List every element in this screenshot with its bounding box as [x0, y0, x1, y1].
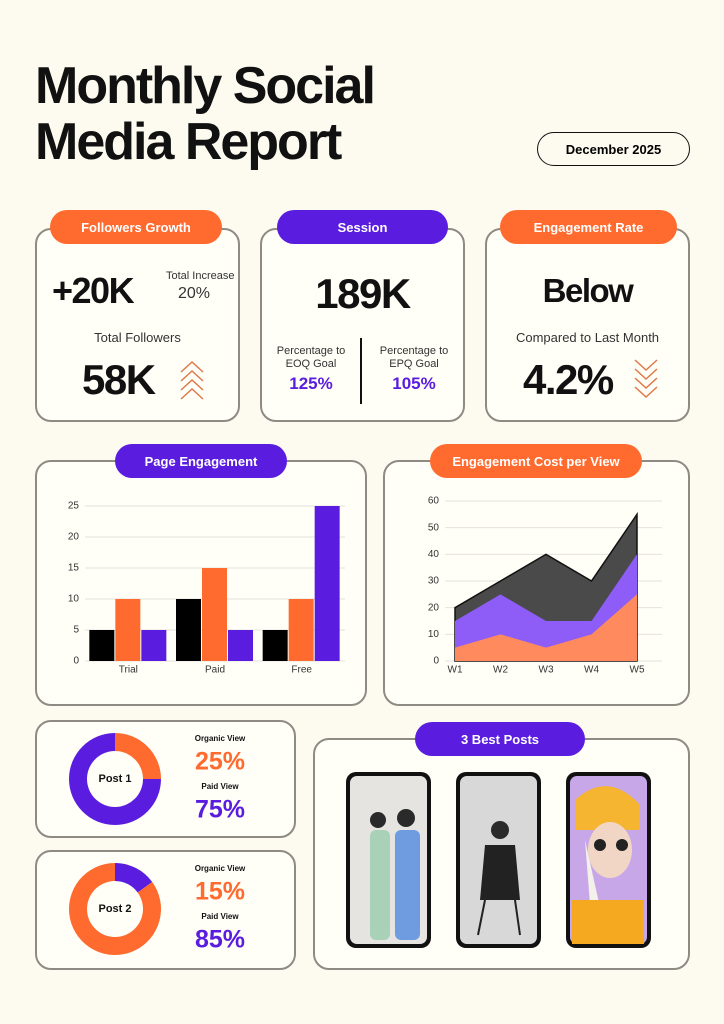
value-label: 25%: [195, 748, 245, 776]
compare-label: Compared to Last Month: [515, 330, 660, 345]
card-title: 3 Best Posts: [415, 722, 585, 756]
value-label: 85%: [195, 926, 245, 954]
x-tick-label: W2: [493, 665, 508, 676]
card-title: Followers Growth: [50, 210, 222, 244]
engagement-value: 4.2%: [523, 356, 614, 403]
epq-label: Percentage to EPQ Goal: [379, 345, 449, 370]
x-tick-label: Trial: [119, 665, 138, 676]
x-tick-label: W4: [584, 665, 599, 676]
slice: [69, 733, 161, 825]
card-title: Engagement Rate: [500, 210, 677, 244]
card: [485, 228, 690, 422]
date-pill: December 2025: [537, 132, 690, 166]
x-tick-label: Free: [291, 665, 312, 676]
session-value: 189K: [315, 270, 411, 317]
title: Monthly Social Media Report: [35, 57, 376, 171]
legend-label: Paid View: [201, 912, 239, 921]
card-title: Page Engagement: [115, 444, 287, 478]
y-tick-label: 15: [68, 563, 80, 574]
y-tick-label: 0: [433, 656, 439, 667]
up-arrows: [180, 360, 204, 400]
x-tick-label: W5: [630, 665, 645, 676]
value-label: 15%: [195, 878, 245, 906]
y-tick-label: 25: [68, 501, 80, 512]
y-tick-label: 60: [428, 496, 440, 507]
total: 58K: [82, 356, 156, 403]
total-label: Total Followers: [94, 330, 181, 345]
y-tick-label: 40: [428, 549, 440, 560]
status: Below: [542, 272, 634, 309]
bar: [288, 599, 314, 661]
slice: [69, 863, 161, 955]
y-tick-label: 50: [428, 522, 440, 533]
y-tick-label: 0: [73, 656, 79, 667]
legend-label: Organic View: [195, 734, 246, 743]
increase: +20K: [52, 270, 135, 311]
legend-label: Paid View: [201, 782, 239, 791]
card: [35, 460, 367, 706]
x-tick-label: W3: [539, 665, 554, 676]
pie-title: Post 1: [98, 773, 131, 785]
area: [455, 594, 637, 661]
pie-title: Post 2: [98, 903, 131, 915]
bar: [262, 630, 288, 661]
down-arrows: [634, 359, 658, 399]
y-tick-label: 30: [428, 576, 440, 587]
bar: [115, 599, 141, 661]
eoq-label: Percentage to EOQ Goal: [276, 345, 346, 370]
value-label: 75%: [195, 796, 245, 824]
bar: [314, 506, 340, 661]
card: [35, 228, 240, 422]
slice: [115, 733, 161, 779]
bar: [89, 630, 115, 661]
bar: [228, 630, 253, 661]
y-tick-label: 20: [428, 602, 440, 613]
increase-label: Total Increase: [166, 270, 235, 282]
bar: [141, 630, 167, 661]
slice: [115, 862, 153, 893]
phones: [346, 772, 651, 948]
card-title: Engagement Cost per View: [430, 444, 642, 478]
bar: [176, 599, 201, 661]
y-tick-label: 10: [68, 594, 80, 605]
divider: [360, 338, 362, 404]
y-tick-label: 5: [73, 625, 79, 636]
x-tick-label: W1: [448, 665, 463, 676]
bar: [202, 568, 227, 661]
y-tick-label: 20: [68, 532, 80, 543]
y-tick-label: 10: [428, 629, 440, 640]
increase-pct: 20%: [178, 285, 211, 302]
legend-label: Organic View: [195, 864, 246, 873]
card-title: Session: [277, 210, 448, 244]
x-tick-label: Paid: [205, 665, 225, 676]
epq-value: 105%: [392, 374, 436, 393]
eoq-value: 125%: [289, 374, 333, 393]
